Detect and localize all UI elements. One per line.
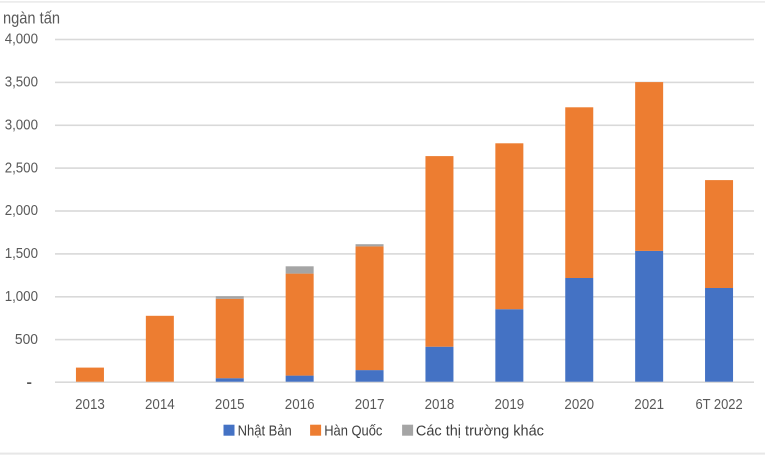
svg-text:2,500: 2,500	[5, 159, 38, 176]
svg-text:2013: 2013	[75, 396, 105, 413]
svg-text:2015: 2015	[215, 396, 245, 413]
svg-text:Nhật Bản: Nhật Bản	[238, 422, 292, 439]
svg-text:ngàn tấn: ngàn tấn	[3, 8, 60, 27]
svg-text:1,000: 1,000	[5, 288, 38, 305]
svg-text:3,500: 3,500	[5, 74, 38, 91]
svg-text:2021: 2021	[634, 396, 664, 413]
svg-text:4,000: 4,000	[5, 31, 38, 48]
svg-text:Hàn Quốc: Hàn Quốc	[324, 422, 383, 439]
svg-text:2019: 2019	[495, 396, 525, 413]
svg-text:6T 2022: 6T 2022	[695, 396, 742, 413]
svg-text:2020: 2020	[564, 396, 594, 413]
svg-text:1,500: 1,500	[5, 245, 38, 262]
svg-text:Các thị trường khác: Các thị trường khác	[416, 422, 544, 439]
svg-text:2017: 2017	[355, 396, 385, 413]
svg-text:3,000: 3,000	[5, 117, 38, 134]
svg-text:2,000: 2,000	[5, 202, 38, 219]
svg-text:2018: 2018	[425, 396, 455, 413]
svg-text:500: 500	[15, 331, 38, 348]
svg-text:2014: 2014	[145, 396, 175, 413]
svg-text:2016: 2016	[285, 396, 315, 413]
